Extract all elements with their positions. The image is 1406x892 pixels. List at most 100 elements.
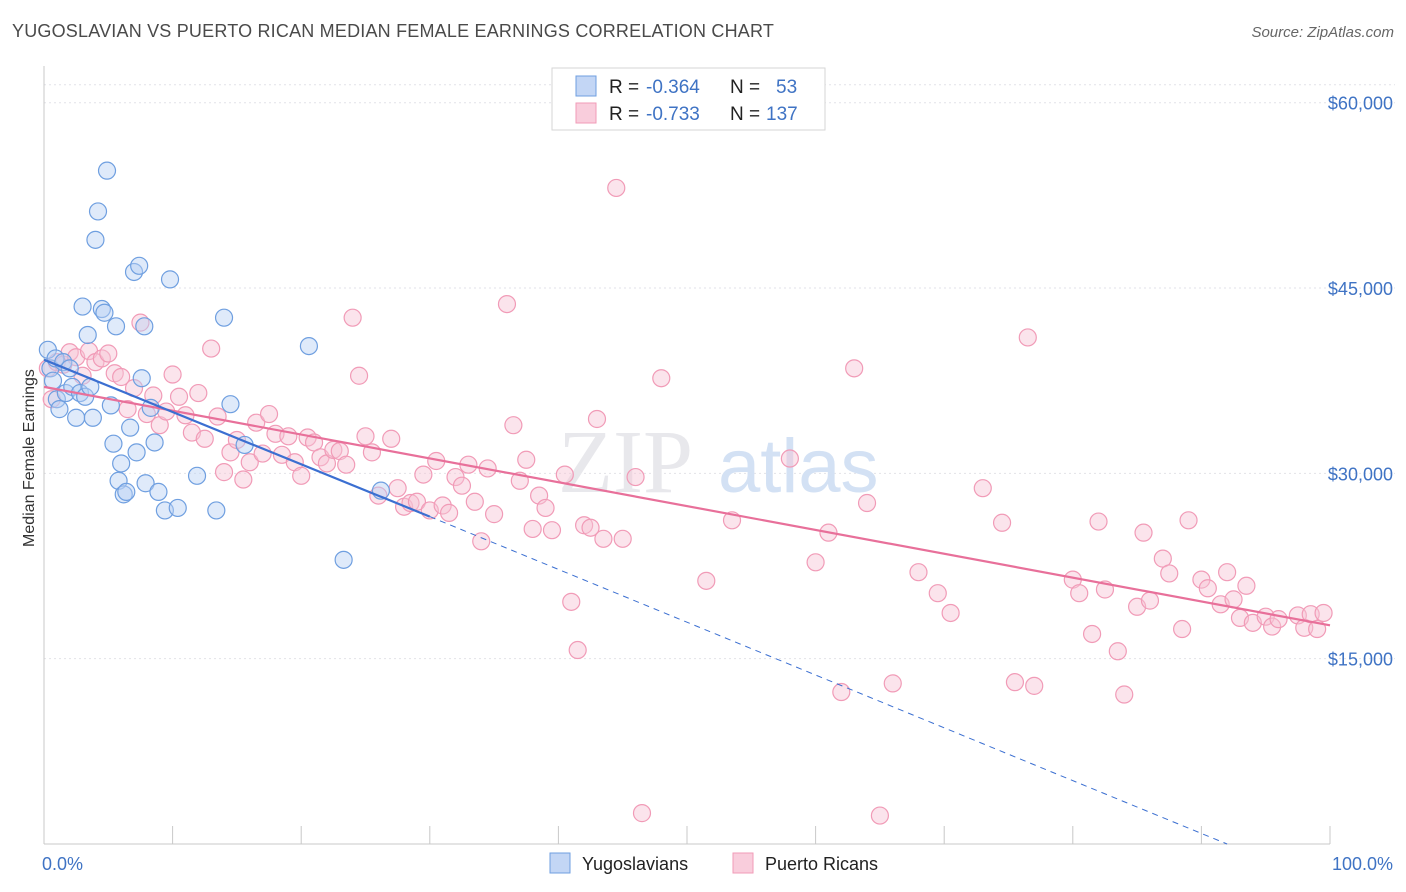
puerto-ricans-point-54 xyxy=(388,479,407,498)
y-tick-label-30000: $30,000 xyxy=(1328,464,1393,484)
yugoslavians-point-12 xyxy=(73,297,92,316)
puerto-ricans-point-120 xyxy=(1173,619,1192,639)
yugoslavians-point-48 xyxy=(334,550,353,569)
puerto-ricans-point-125 xyxy=(1218,563,1237,582)
yugoslavians-point-21 xyxy=(97,161,117,180)
legend-n-label-2: N = xyxy=(730,104,760,125)
yugoslavians-point-37 xyxy=(145,433,164,452)
puerto-ricans-point-79 xyxy=(562,592,581,611)
legend-swatch-blue xyxy=(575,75,597,97)
puerto-ricans-point-111 xyxy=(1089,512,1108,531)
yugoslavians-point-42 xyxy=(187,466,207,485)
puerto-ricans-point-85 xyxy=(607,178,626,198)
series-yugoslavians xyxy=(38,161,391,569)
legend-n-value-2: 137 xyxy=(766,104,798,125)
puerto-ricans-point-104 xyxy=(992,513,1012,532)
puerto-ricans-point-76 xyxy=(536,498,555,518)
puerto-ricans-point-50 xyxy=(356,427,375,446)
legend-r-value-1: -0.364 xyxy=(646,77,700,98)
y-axis-label: Median Female Earnings xyxy=(21,369,38,547)
puerto-ricans-point-119 xyxy=(1160,564,1179,583)
puerto-ricans-point-32 xyxy=(240,453,259,472)
y-tick-label-15000: $15,000 xyxy=(1328,650,1393,670)
series-legend-label-puerto-ricans: Puerto Ricans xyxy=(765,854,878,874)
trend-line-yugoslavians-extension xyxy=(429,516,1228,845)
puerto-ricans-point-137 xyxy=(1314,603,1333,623)
source-credit: Source: ZipAtlas.com xyxy=(1251,24,1394,41)
yugoslavians-point-20 xyxy=(95,303,114,322)
puerto-ricans-point-12 xyxy=(112,367,131,387)
series-legend-swatch-blue xyxy=(549,852,571,874)
puerto-ricans-point-128 xyxy=(1237,576,1256,595)
puerto-ricans-point-103 xyxy=(973,479,992,498)
yugoslavians-point-44 xyxy=(214,308,234,327)
puerto-ricans-point-98 xyxy=(870,806,890,825)
series-legend-label-yugoslavians: Yugoslavians xyxy=(582,854,688,874)
yugoslavians-point-38 xyxy=(149,482,168,501)
puerto-ricans-point-100 xyxy=(909,563,928,582)
yugoslavians-point-26 xyxy=(112,454,131,473)
watermark: ZIP atlas xyxy=(558,413,879,512)
yugoslavians-point-27 xyxy=(114,485,133,504)
yugoslavians-point-5 xyxy=(50,400,69,419)
chart-title: YUGOSLAVIAN VS PUERTO RICAN MEDIAN FEMAL… xyxy=(12,21,775,41)
yugoslavians-point-24 xyxy=(106,317,126,336)
puerto-ricans-point-84 xyxy=(594,529,613,548)
yugoslavians-point-41 xyxy=(168,498,187,518)
puerto-ricans-point-25 xyxy=(195,429,214,448)
puerto-ricans-point-80 xyxy=(568,640,587,660)
puerto-ricans-point-69 xyxy=(485,505,504,524)
puerto-ricans-point-116 xyxy=(1134,523,1153,542)
x-tick-labels: 0.0% 100.0% xyxy=(42,854,1393,874)
puerto-ricans-point-82 xyxy=(581,518,600,537)
puerto-ricans-point-87 xyxy=(626,467,645,487)
puerto-ricans-point-114 xyxy=(1115,685,1134,704)
puerto-ricans-point-24 xyxy=(189,383,208,403)
puerto-ricans-point-88 xyxy=(632,804,652,823)
puerto-ricans-point-83 xyxy=(587,409,607,429)
puerto-ricans-point-90 xyxy=(697,571,716,590)
puerto-ricans-point-35 xyxy=(259,404,279,424)
puerto-ricans-point-97 xyxy=(857,493,877,513)
trend-lines xyxy=(43,358,1331,845)
puerto-ricans-point-123 xyxy=(1198,579,1217,598)
puerto-ricans-point-10 xyxy=(99,344,118,363)
stats-legend: R = -0.364 N = 53 R = -0.733 N = 137 xyxy=(551,67,826,131)
x-tick-label-min: 0.0% xyxy=(42,854,83,874)
yugoslavians-point-32 xyxy=(130,256,149,275)
puerto-ricans-point-62 xyxy=(439,503,459,522)
puerto-ricans-point-89 xyxy=(652,369,671,388)
legend-box xyxy=(551,67,826,131)
puerto-ricans-point-101 xyxy=(928,584,947,603)
puerto-ricans-point-66 xyxy=(465,492,484,511)
yugoslavians-point-14 xyxy=(78,325,97,345)
puerto-ricans-point-132 xyxy=(1269,610,1288,629)
puerto-ricans-point-102 xyxy=(941,603,960,623)
yugoslavians-point-28 xyxy=(117,482,136,501)
x-tick-label-max: 100.0% xyxy=(1332,854,1393,874)
series-legend: Yugoslavians Puerto Ricans xyxy=(549,852,878,874)
axes xyxy=(43,66,1331,845)
puerto-ricans-point-105 xyxy=(1005,673,1025,692)
legend-r-value-2: -0.733 xyxy=(646,104,700,125)
puerto-ricans-point-78 xyxy=(555,465,574,484)
puerto-ricans-point-107 xyxy=(1025,676,1044,695)
watermark-atlas: atlas xyxy=(718,424,879,509)
yugoslavians-point-40 xyxy=(160,270,180,289)
y-tick-label-45000: $45,000 xyxy=(1328,279,1393,299)
yugoslavians-point-43 xyxy=(207,501,226,520)
puerto-ricans-point-110 xyxy=(1082,624,1102,644)
legend-n-label-1: N = xyxy=(730,77,760,98)
puerto-ricans-point-48 xyxy=(343,308,362,327)
puerto-ricans-point-53 xyxy=(382,429,401,448)
legend-r-label-2: R = xyxy=(609,104,639,125)
puerto-ricans-point-96 xyxy=(845,359,864,378)
puerto-ricans-point-58 xyxy=(414,465,433,484)
puerto-ricans-point-73 xyxy=(517,450,536,469)
yugoslavians-point-17 xyxy=(88,202,108,221)
puerto-ricans-point-40 xyxy=(292,466,311,485)
puerto-ricans-point-20 xyxy=(163,365,182,384)
puerto-ricans-point-113 xyxy=(1108,642,1127,661)
yugoslavians-point-16 xyxy=(83,408,102,427)
puerto-ricans-point-131 xyxy=(1263,617,1282,636)
